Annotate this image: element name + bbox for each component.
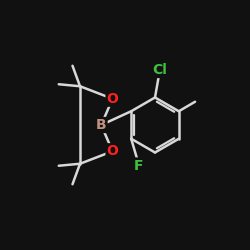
Text: B: B — [96, 118, 106, 132]
Text: O: O — [106, 92, 118, 106]
Text: O: O — [106, 144, 118, 158]
Text: F: F — [134, 158, 143, 172]
Text: Cl: Cl — [152, 63, 168, 77]
